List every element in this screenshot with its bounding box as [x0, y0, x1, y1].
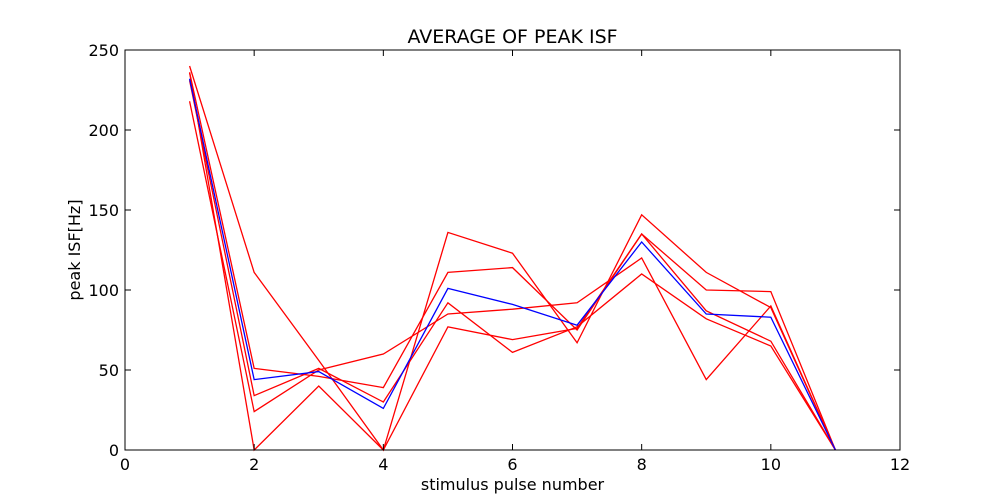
y-axis-title: peak ISF[Hz]: [65, 199, 84, 300]
x-tick-label: 4: [378, 455, 388, 474]
y-tick-label: 250: [88, 41, 119, 60]
x-tick-label: 6: [507, 455, 517, 474]
plot-frame: [124, 49, 901, 451]
x-tick-label: 2: [249, 455, 259, 474]
y-tick-label: 0: [109, 441, 119, 460]
series-line-red-3: [188, 80, 836, 451]
x-tick-label: 10: [761, 455, 781, 474]
y-tick-label: 100: [88, 281, 119, 300]
series-line-red-5: [188, 72, 836, 452]
series-line-red-4: [188, 101, 837, 451]
ticks-layer: 0 2 4 6 8 10 12 0 50 100 150 200 250: [88, 41, 910, 474]
series-layer: [188, 65, 837, 452]
series-line-red-1: [188, 65, 837, 452]
y-tick-label: 50: [99, 361, 119, 380]
chart-title: AVERAGE OF PEAK ISF: [407, 26, 617, 48]
x-tick-label: 0: [120, 455, 130, 474]
x-tick-label: 12: [890, 455, 910, 474]
y-tick-label: 150: [88, 201, 119, 220]
x-axis-title: stimulus pulse number: [421, 475, 605, 494]
series-line-blue: [188, 78, 837, 451]
x-tick-label: 8: [637, 455, 647, 474]
series-line-red-2: [188, 72, 837, 451]
y-tick-label: 200: [88, 121, 119, 140]
